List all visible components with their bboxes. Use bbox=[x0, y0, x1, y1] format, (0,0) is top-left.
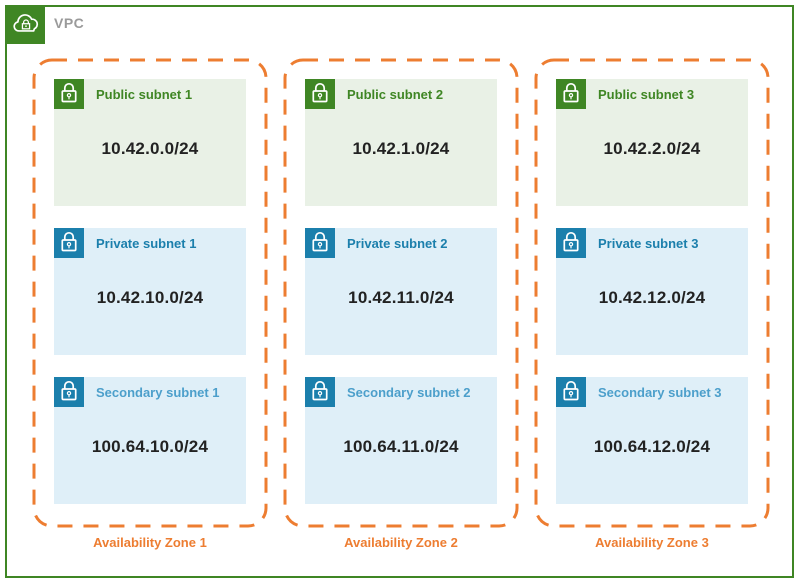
public-subnet-lock-icon bbox=[305, 79, 335, 109]
public-subnet-lock-icon bbox=[54, 79, 84, 109]
subnet-title: Secondary subnet 3 bbox=[598, 385, 722, 400]
availability-zone-label: Availability Zone 2 bbox=[344, 535, 458, 550]
subnet-card-secondary-1: Secondary subnet 1 100.64.10.0/24 bbox=[54, 377, 246, 504]
public-subnet-lock-icon bbox=[556, 79, 586, 109]
vpc-cloud-lock-icon bbox=[12, 13, 38, 32]
availability-zone-2: Public subnet 2 10.42.1.0/24 Private sub… bbox=[283, 58, 519, 556]
subnet-cidr: 10.42.12.0/24 bbox=[598, 288, 706, 307]
subnet-card-private-3: Private subnet 3 10.42.12.0/24 bbox=[556, 228, 748, 355]
availability-zone-1: Public subnet 1 10.42.0.0/24 Private sub… bbox=[32, 58, 268, 556]
subnet-card-public-2: Public subnet 2 10.42.1.0/24 bbox=[305, 79, 497, 206]
secondary-subnet-lock-icon bbox=[556, 377, 586, 407]
availability-zone-label: Availability Zone 1 bbox=[93, 535, 207, 550]
subnet-card-private-2: Private subnet 2 10.42.11.0/24 bbox=[305, 228, 497, 355]
subnet-card-secondary-3: Secondary subnet 3 100.64.12.0/24 bbox=[556, 377, 748, 504]
availability-zone-3: Public subnet 3 10.42.2.0/24 Private sub… bbox=[534, 58, 770, 556]
subnet-cidr: 10.42.2.0/24 bbox=[603, 139, 701, 158]
subnet-title: Private subnet 3 bbox=[598, 236, 699, 251]
subnet-cidr: 100.64.11.0/24 bbox=[343, 437, 459, 456]
secondary-subnet-lock-icon bbox=[54, 377, 84, 407]
subnet-title: Public subnet 3 bbox=[598, 87, 695, 102]
availability-zones: Public subnet 1 10.42.0.0/24 Private sub… bbox=[32, 58, 770, 556]
subnet-title: Private subnet 1 bbox=[96, 236, 197, 251]
subnet-cidr: 100.64.10.0/24 bbox=[91, 437, 209, 456]
zone-dashed-border bbox=[283, 58, 519, 528]
private-subnet-lock-icon bbox=[54, 228, 84, 258]
subnet-cidr: 10.42.1.0/24 bbox=[352, 139, 450, 158]
subnet-title: Public subnet 1 bbox=[96, 87, 193, 102]
subnet-title: Secondary subnet 1 bbox=[96, 385, 220, 400]
subnet-cidr: 10.42.10.0/24 bbox=[96, 288, 204, 307]
zone-dashed-border bbox=[32, 58, 268, 528]
subnet-cidr: 100.64.12.0/24 bbox=[593, 437, 711, 456]
vpc-container-border bbox=[5, 5, 794, 578]
subnet-title: Public subnet 2 bbox=[347, 87, 444, 102]
subnet-card-secondary-2: Secondary subnet 2 100.64.11.0/24 bbox=[305, 377, 497, 504]
subnet-card-public-1: Public subnet 1 10.42.0.0/24 bbox=[54, 79, 246, 206]
vpc-label: VPC bbox=[54, 15, 85, 31]
zone-dashed-border bbox=[534, 58, 770, 528]
subnet-title: Private subnet 2 bbox=[347, 236, 448, 251]
subnet-title: Secondary subnet 2 bbox=[347, 385, 471, 400]
subnet-card-private-1: Private subnet 1 10.42.10.0/24 bbox=[54, 228, 246, 355]
subnet-cidr: 10.42.11.0/24 bbox=[348, 288, 454, 307]
subnet-card-public-3: Public subnet 3 10.42.2.0/24 bbox=[556, 79, 748, 206]
private-subnet-lock-icon bbox=[556, 228, 586, 258]
vpc-icon bbox=[6, 5, 45, 44]
availability-zone-label: Availability Zone 3 bbox=[595, 535, 709, 550]
secondary-subnet-lock-icon bbox=[305, 377, 335, 407]
subnet-cidr: 10.42.0.0/24 bbox=[101, 139, 199, 158]
private-subnet-lock-icon bbox=[305, 228, 335, 258]
